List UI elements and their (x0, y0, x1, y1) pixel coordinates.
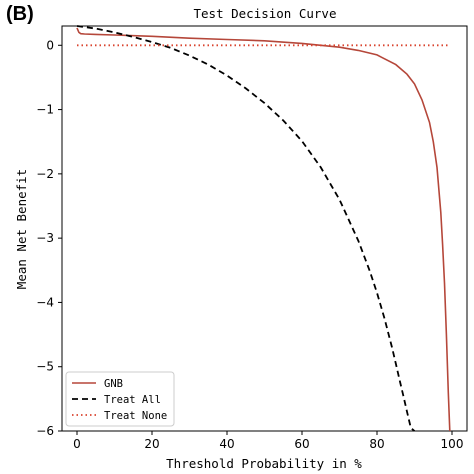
legend-box (65, 371, 175, 427)
y-tick-label: −5 (36, 360, 54, 374)
plot-area (61, 25, 468, 432)
y-tick-label: −1 (36, 103, 54, 117)
panel-label: (B) (6, 3, 34, 25)
x-tick-label: 60 (294, 437, 309, 451)
x-axis-label: Threshold Probability in % (166, 456, 362, 471)
series-line-gnb (76, 27, 451, 432)
x-tick-label: 20 (144, 437, 159, 451)
axis-ticks: 0 20 40 60 80 100 0 −1 −2 −3 −4 −5 −6 (36, 38, 463, 451)
y-axis-label: Mean Net Benefit (14, 169, 29, 289)
x-tick-label: 100 (441, 437, 464, 451)
y-tick-label: −2 (36, 167, 54, 181)
legend: GNB Treat All Treat None (65, 371, 175, 427)
y-tick-label: −3 (36, 231, 54, 245)
chart-title: Test Decision Curve (194, 6, 337, 21)
y-tick-label: −4 (36, 295, 54, 309)
legend-label: Treat None (104, 410, 167, 422)
y-tick-label: 0 (46, 38, 54, 52)
y-tick-label: −6 (36, 424, 54, 438)
plot-frame (61, 25, 468, 432)
series-layer (76, 25, 451, 432)
series-line-treat-all (76, 25, 416, 432)
x-tick-label: 0 (73, 437, 81, 451)
x-tick-label: 80 (369, 437, 384, 451)
legend-label: Treat All (104, 394, 161, 406)
x-tick-label: 40 (219, 437, 234, 451)
legend-label: GNB (104, 378, 123, 390)
